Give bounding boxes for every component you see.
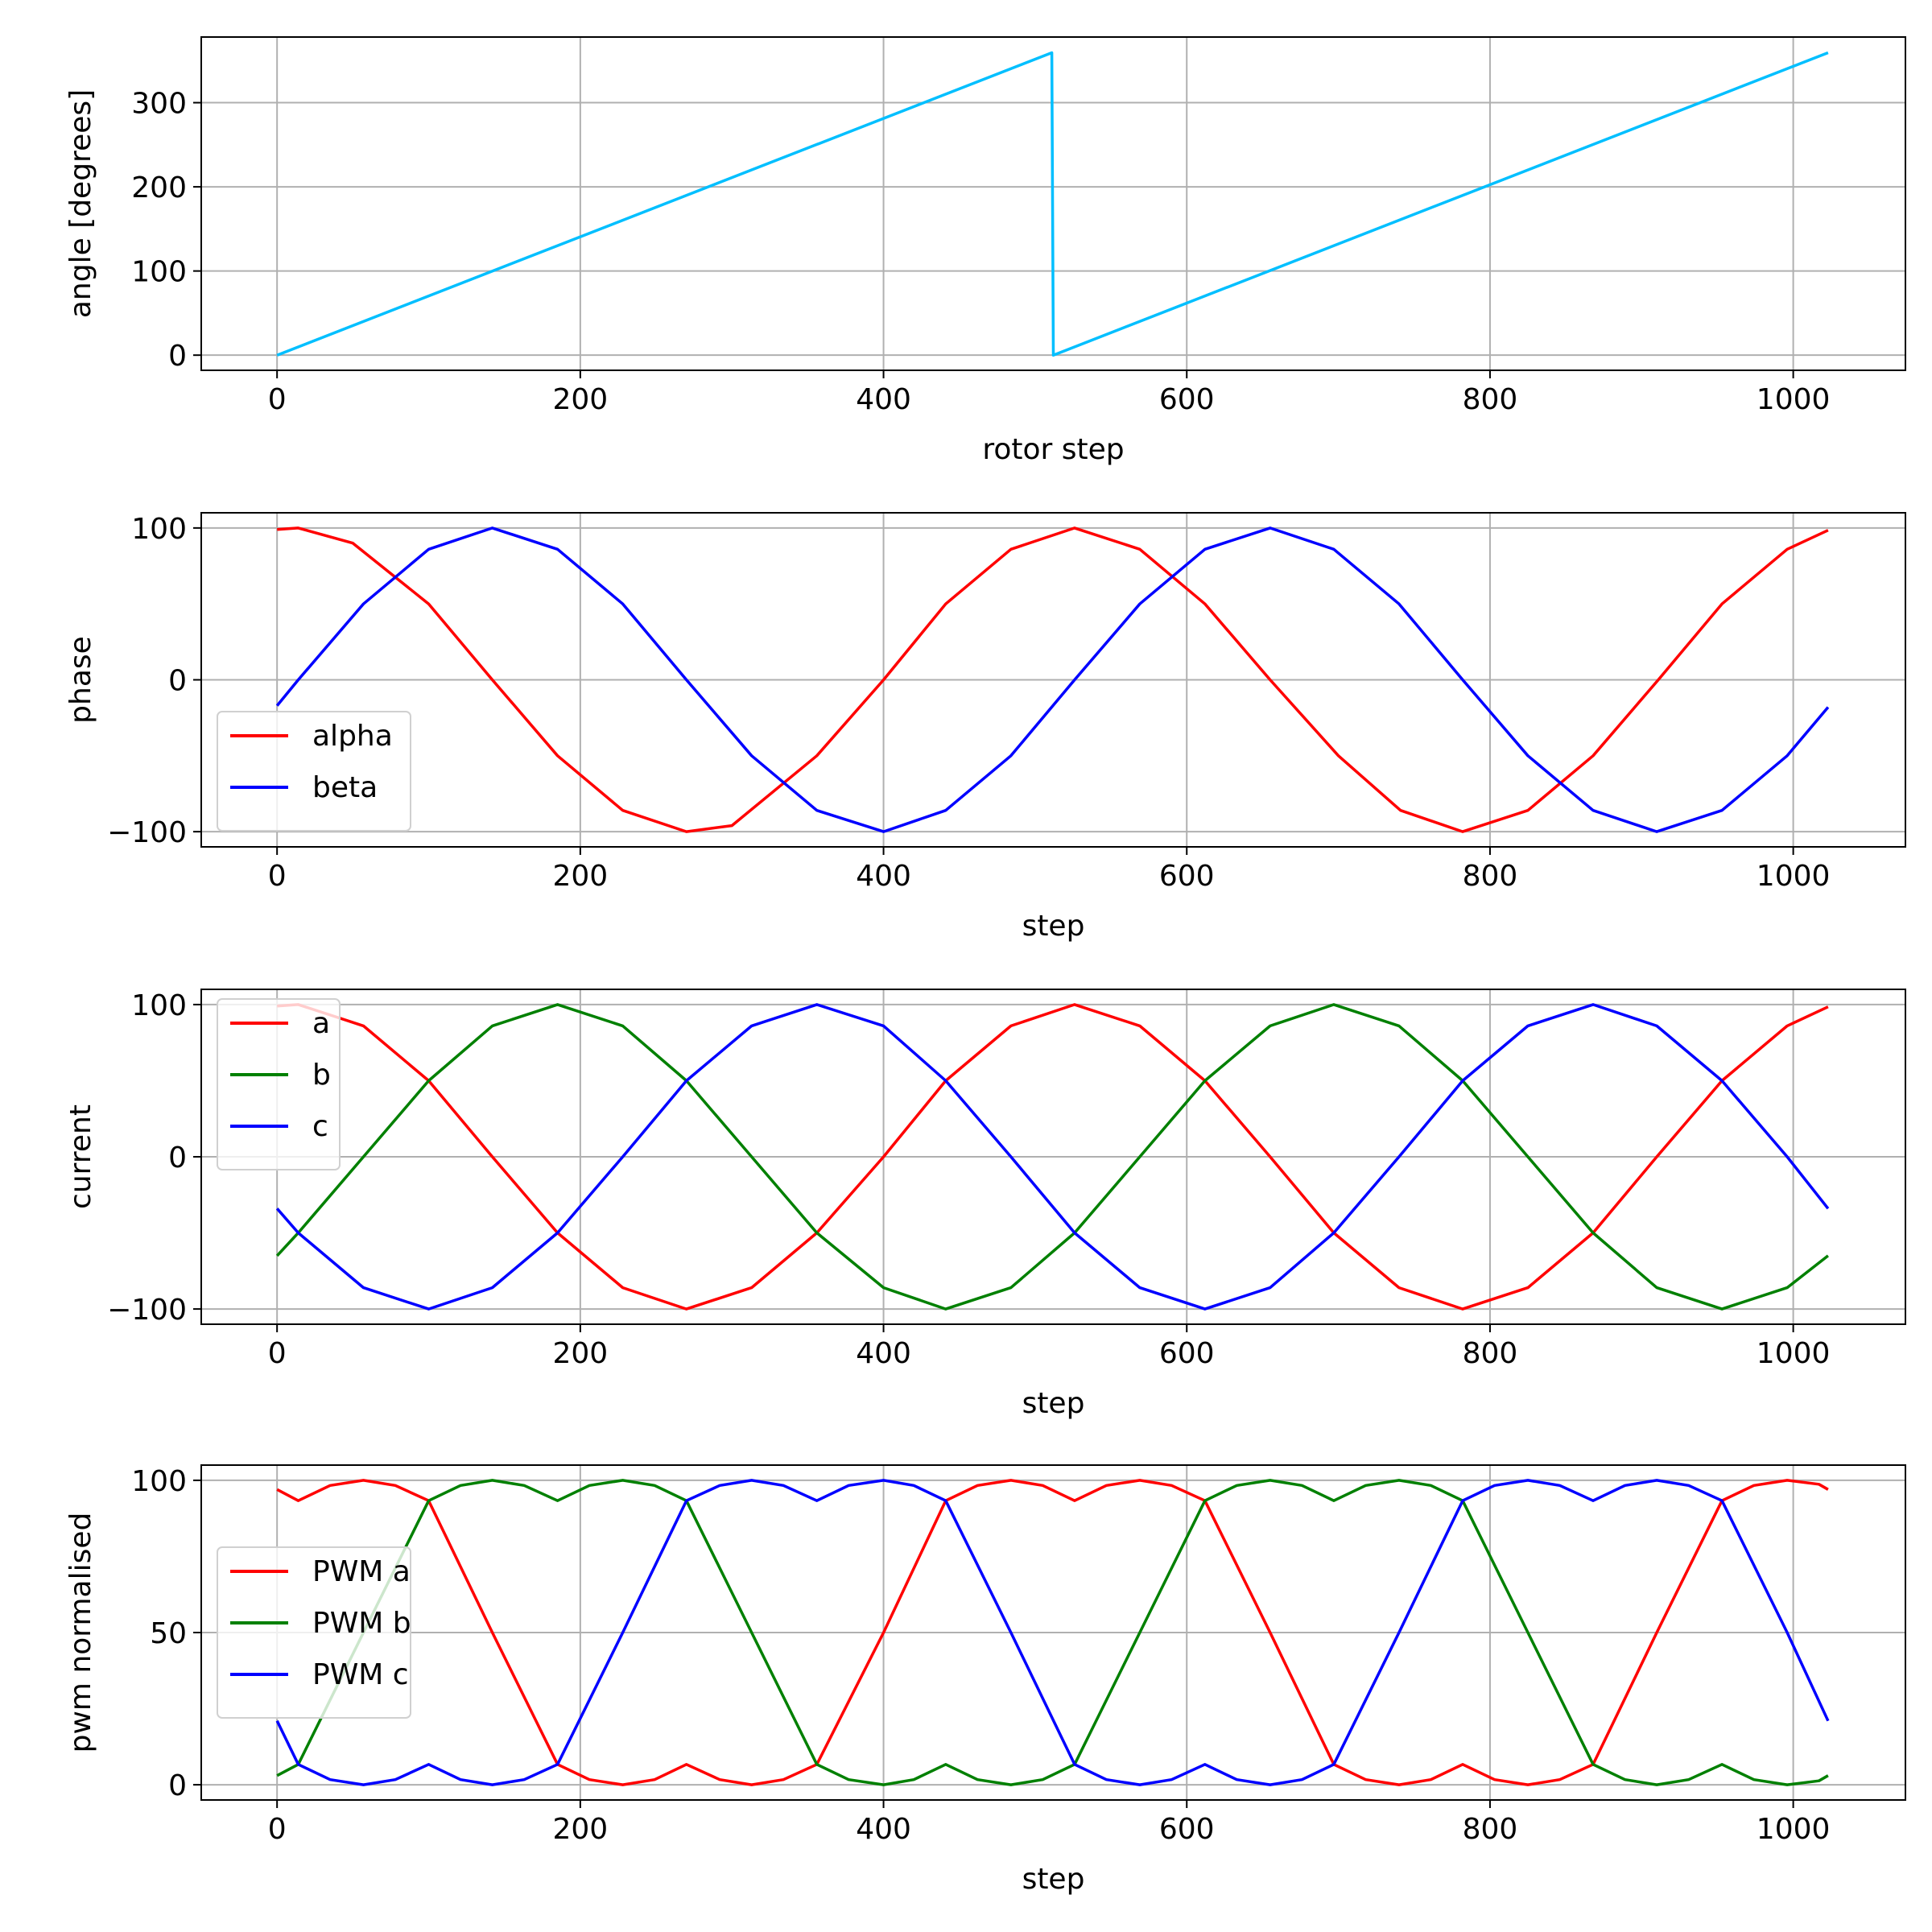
y-tick-label: 50	[150, 1617, 187, 1650]
x-tick-label: 400	[856, 1337, 911, 1370]
x-tick-label: 600	[1159, 860, 1215, 893]
series-line-c	[275, 1003, 1830, 1311]
x-tick-label: 800	[1463, 383, 1518, 416]
x-axis-label: rotor step	[982, 433, 1124, 466]
legend-label: PWM b	[312, 1607, 411, 1640]
y-tick-label: 100	[131, 256, 187, 289]
x-tick-label: 1000	[1757, 1337, 1831, 1370]
x-axis-label: step	[1022, 1863, 1085, 1896]
legend: alpha beta	[217, 711, 411, 832]
x-tick-label: 400	[856, 383, 911, 416]
x-tick-label: 600	[1159, 383, 1215, 416]
legend-label: beta	[312, 771, 378, 804]
legend-label: PWM a	[312, 1555, 411, 1588]
x-tick-label: 200	[553, 1813, 609, 1846]
legend-label: c	[312, 1110, 328, 1143]
y-tick-label: 0	[168, 1141, 187, 1174]
y-axis-label: angle [degrees]	[64, 89, 97, 318]
x-tick-label: 600	[1159, 1337, 1215, 1370]
series-line-b	[275, 1003, 1829, 1311]
legend-label: alpha	[312, 720, 393, 753]
y-tick-label: 0	[168, 665, 187, 698]
subplot-4: 0 200 400 600 800 1000 0 50 100 step pwm normalise…	[64, 1464, 1906, 1896]
x-tick-label: 400	[856, 1813, 911, 1846]
series-line-pwm-a	[276, 1479, 1829, 1786]
x-axis-label: step	[1022, 1387, 1085, 1420]
subplot-1: 0 200 400 600 800 1000 0 100 200 300 rotor step ang…	[64, 36, 1906, 466]
y-tick-label: 300	[131, 88, 187, 121]
legend-label: a	[312, 1007, 330, 1040]
x-tick-label: 0	[268, 1813, 287, 1846]
legend: abc	[217, 998, 341, 1170]
x-tick-label: 0	[268, 1337, 287, 1370]
y-tick-label: 200	[131, 171, 187, 204]
series-line-alpha	[277, 526, 1829, 833]
legend-label: b	[312, 1059, 331, 1092]
legend: PWM a PWM b PWM c	[217, 1546, 411, 1719]
y-tick-label: −100	[107, 1294, 187, 1327]
legend-box	[217, 711, 411, 832]
x-tick-label: 800	[1463, 1813, 1518, 1846]
x-axis-label: step	[1022, 910, 1085, 943]
subplot-2: 0 200 400 600 800 1000 −100 0 100 step phase alpha b…	[64, 512, 1906, 943]
x-tick-label: 200	[553, 383, 609, 416]
x-tick-label: 1000	[1757, 1813, 1831, 1846]
y-axis-label: current	[64, 1104, 97, 1209]
y-tick-label: −100	[107, 816, 187, 849]
x-tick-label: 200	[553, 1337, 609, 1370]
y-tick-label: 0	[168, 1769, 187, 1802]
series-line-1	[276, 51, 1829, 357]
series-line-pwm-b	[276, 1479, 1829, 1786]
x-tick-label: 0	[268, 860, 287, 893]
y-tick-label: 100	[131, 989, 187, 1022]
series-line-a	[277, 1003, 1829, 1311]
x-tick-label: 1000	[1757, 383, 1831, 416]
y-tick-label: 100	[131, 1465, 187, 1498]
x-tick-label: 800	[1463, 1337, 1518, 1370]
x-tick-label: 200	[553, 860, 609, 893]
y-tick-label: 0	[168, 340, 187, 373]
x-tick-label: 400	[856, 860, 911, 893]
y-tick-label: 100	[131, 513, 187, 546]
series-line-pwm-c	[275, 1479, 1830, 1786]
y-axis-label: phase	[64, 636, 97, 724]
x-tick-label: 800	[1463, 860, 1518, 893]
plot-frame	[200, 36, 1906, 371]
x-tick-label: 1000	[1757, 860, 1831, 893]
x-tick-label: 600	[1159, 1813, 1215, 1846]
x-tick-label: 0	[268, 383, 287, 416]
legend-label: PWM c	[312, 1658, 409, 1691]
y-axis-label: pwm normalised	[64, 1513, 97, 1753]
series-line-beta	[275, 526, 1830, 833]
subplot-3: 0 200 400 600 800 1000 −100 0 100 step current abc	[64, 989, 1906, 1420]
